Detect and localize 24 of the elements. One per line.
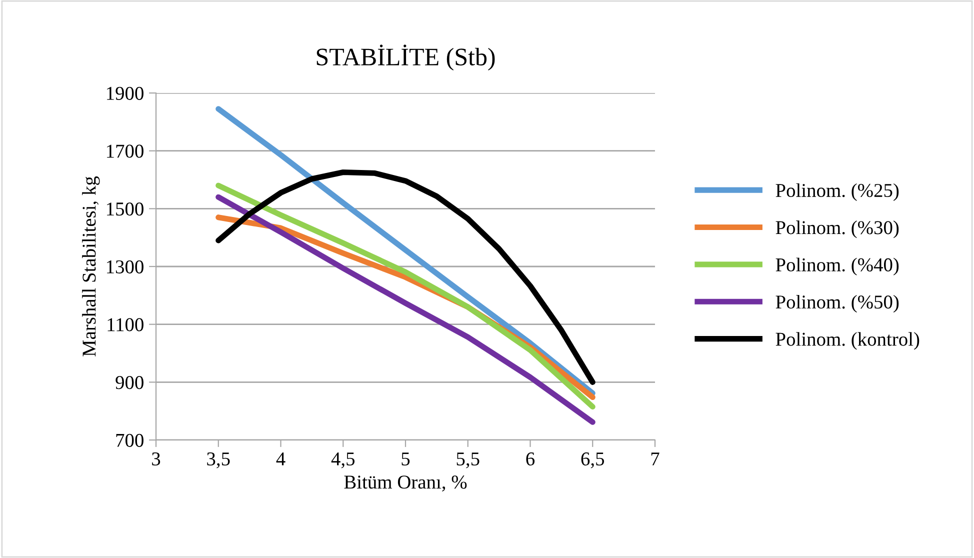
x-tick-label: 3,5 xyxy=(207,452,230,468)
x-tick-label: 5,5 xyxy=(456,452,480,468)
x-tick-label: 7 xyxy=(651,452,660,466)
x-tick-label: 6,5 xyxy=(581,452,604,468)
legend-label: Polinom. (kontrol) xyxy=(776,332,920,350)
x-tick-label: 3 xyxy=(152,452,160,466)
y-tick-label: 1700 xyxy=(107,144,144,158)
y-tick-label: 1900 xyxy=(107,86,144,100)
y-tick-label: 1300 xyxy=(107,260,144,274)
legend-label: Polinom. (%50) xyxy=(776,294,899,313)
x-tick-label: 5 xyxy=(402,452,410,466)
x-tick-label: 4 xyxy=(276,452,286,466)
chart-title: STABİLİTE (Stb) xyxy=(316,44,495,71)
x-tick-label: 6 xyxy=(526,452,535,466)
x-axis-title: Bitüm Oranı, % xyxy=(344,476,467,492)
legend-label: Polinom. (%25) xyxy=(776,183,899,201)
y-tick-label: 900 xyxy=(116,376,144,390)
y-tick-label: 1100 xyxy=(108,318,144,332)
y-tick-label: 1500 xyxy=(107,202,144,216)
y-axis-title: Marshall Stabilitesi, kg xyxy=(82,176,100,356)
legend-label: Polinom. (%30) xyxy=(776,220,899,238)
legend-label: Polinom. (%40) xyxy=(776,258,899,276)
y-tick-label: 700 xyxy=(116,434,144,447)
x-tick-label: 4,5 xyxy=(331,452,355,468)
